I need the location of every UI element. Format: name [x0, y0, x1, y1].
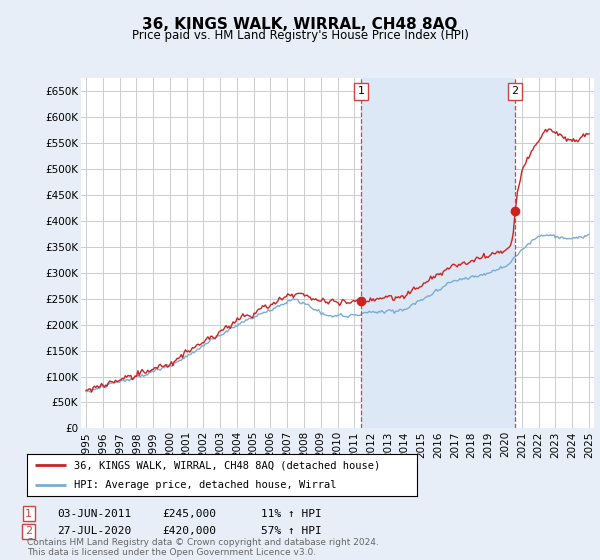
Text: Contains HM Land Registry data © Crown copyright and database right 2024.
This d: Contains HM Land Registry data © Crown c…	[27, 538, 379, 557]
Bar	[361, 78, 515, 428]
Text: HPI: Average price, detached house, Wirral: HPI: Average price, detached house, Wirr…	[74, 480, 337, 490]
Text: 2: 2	[511, 86, 518, 96]
Text: 03-JUN-2011: 03-JUN-2011	[57, 508, 131, 519]
Text: 36, KINGS WALK, WIRRAL, CH48 8AQ (detached house): 36, KINGS WALK, WIRRAL, CH48 8AQ (detach…	[74, 460, 380, 470]
Text: Price paid vs. HM Land Registry's House Price Index (HPI): Price paid vs. HM Land Registry's House …	[131, 29, 469, 42]
Text: £420,000: £420,000	[162, 526, 216, 536]
Text: 2: 2	[25, 526, 32, 536]
Text: 11% ↑ HPI: 11% ↑ HPI	[261, 508, 322, 519]
Text: 27-JUL-2020: 27-JUL-2020	[57, 526, 131, 536]
Text: £245,000: £245,000	[162, 508, 216, 519]
Text: 1: 1	[25, 508, 32, 519]
Text: 1: 1	[358, 86, 365, 96]
Text: 57% ↑ HPI: 57% ↑ HPI	[261, 526, 322, 536]
Text: 36, KINGS WALK, WIRRAL, CH48 8AQ: 36, KINGS WALK, WIRRAL, CH48 8AQ	[142, 17, 458, 32]
